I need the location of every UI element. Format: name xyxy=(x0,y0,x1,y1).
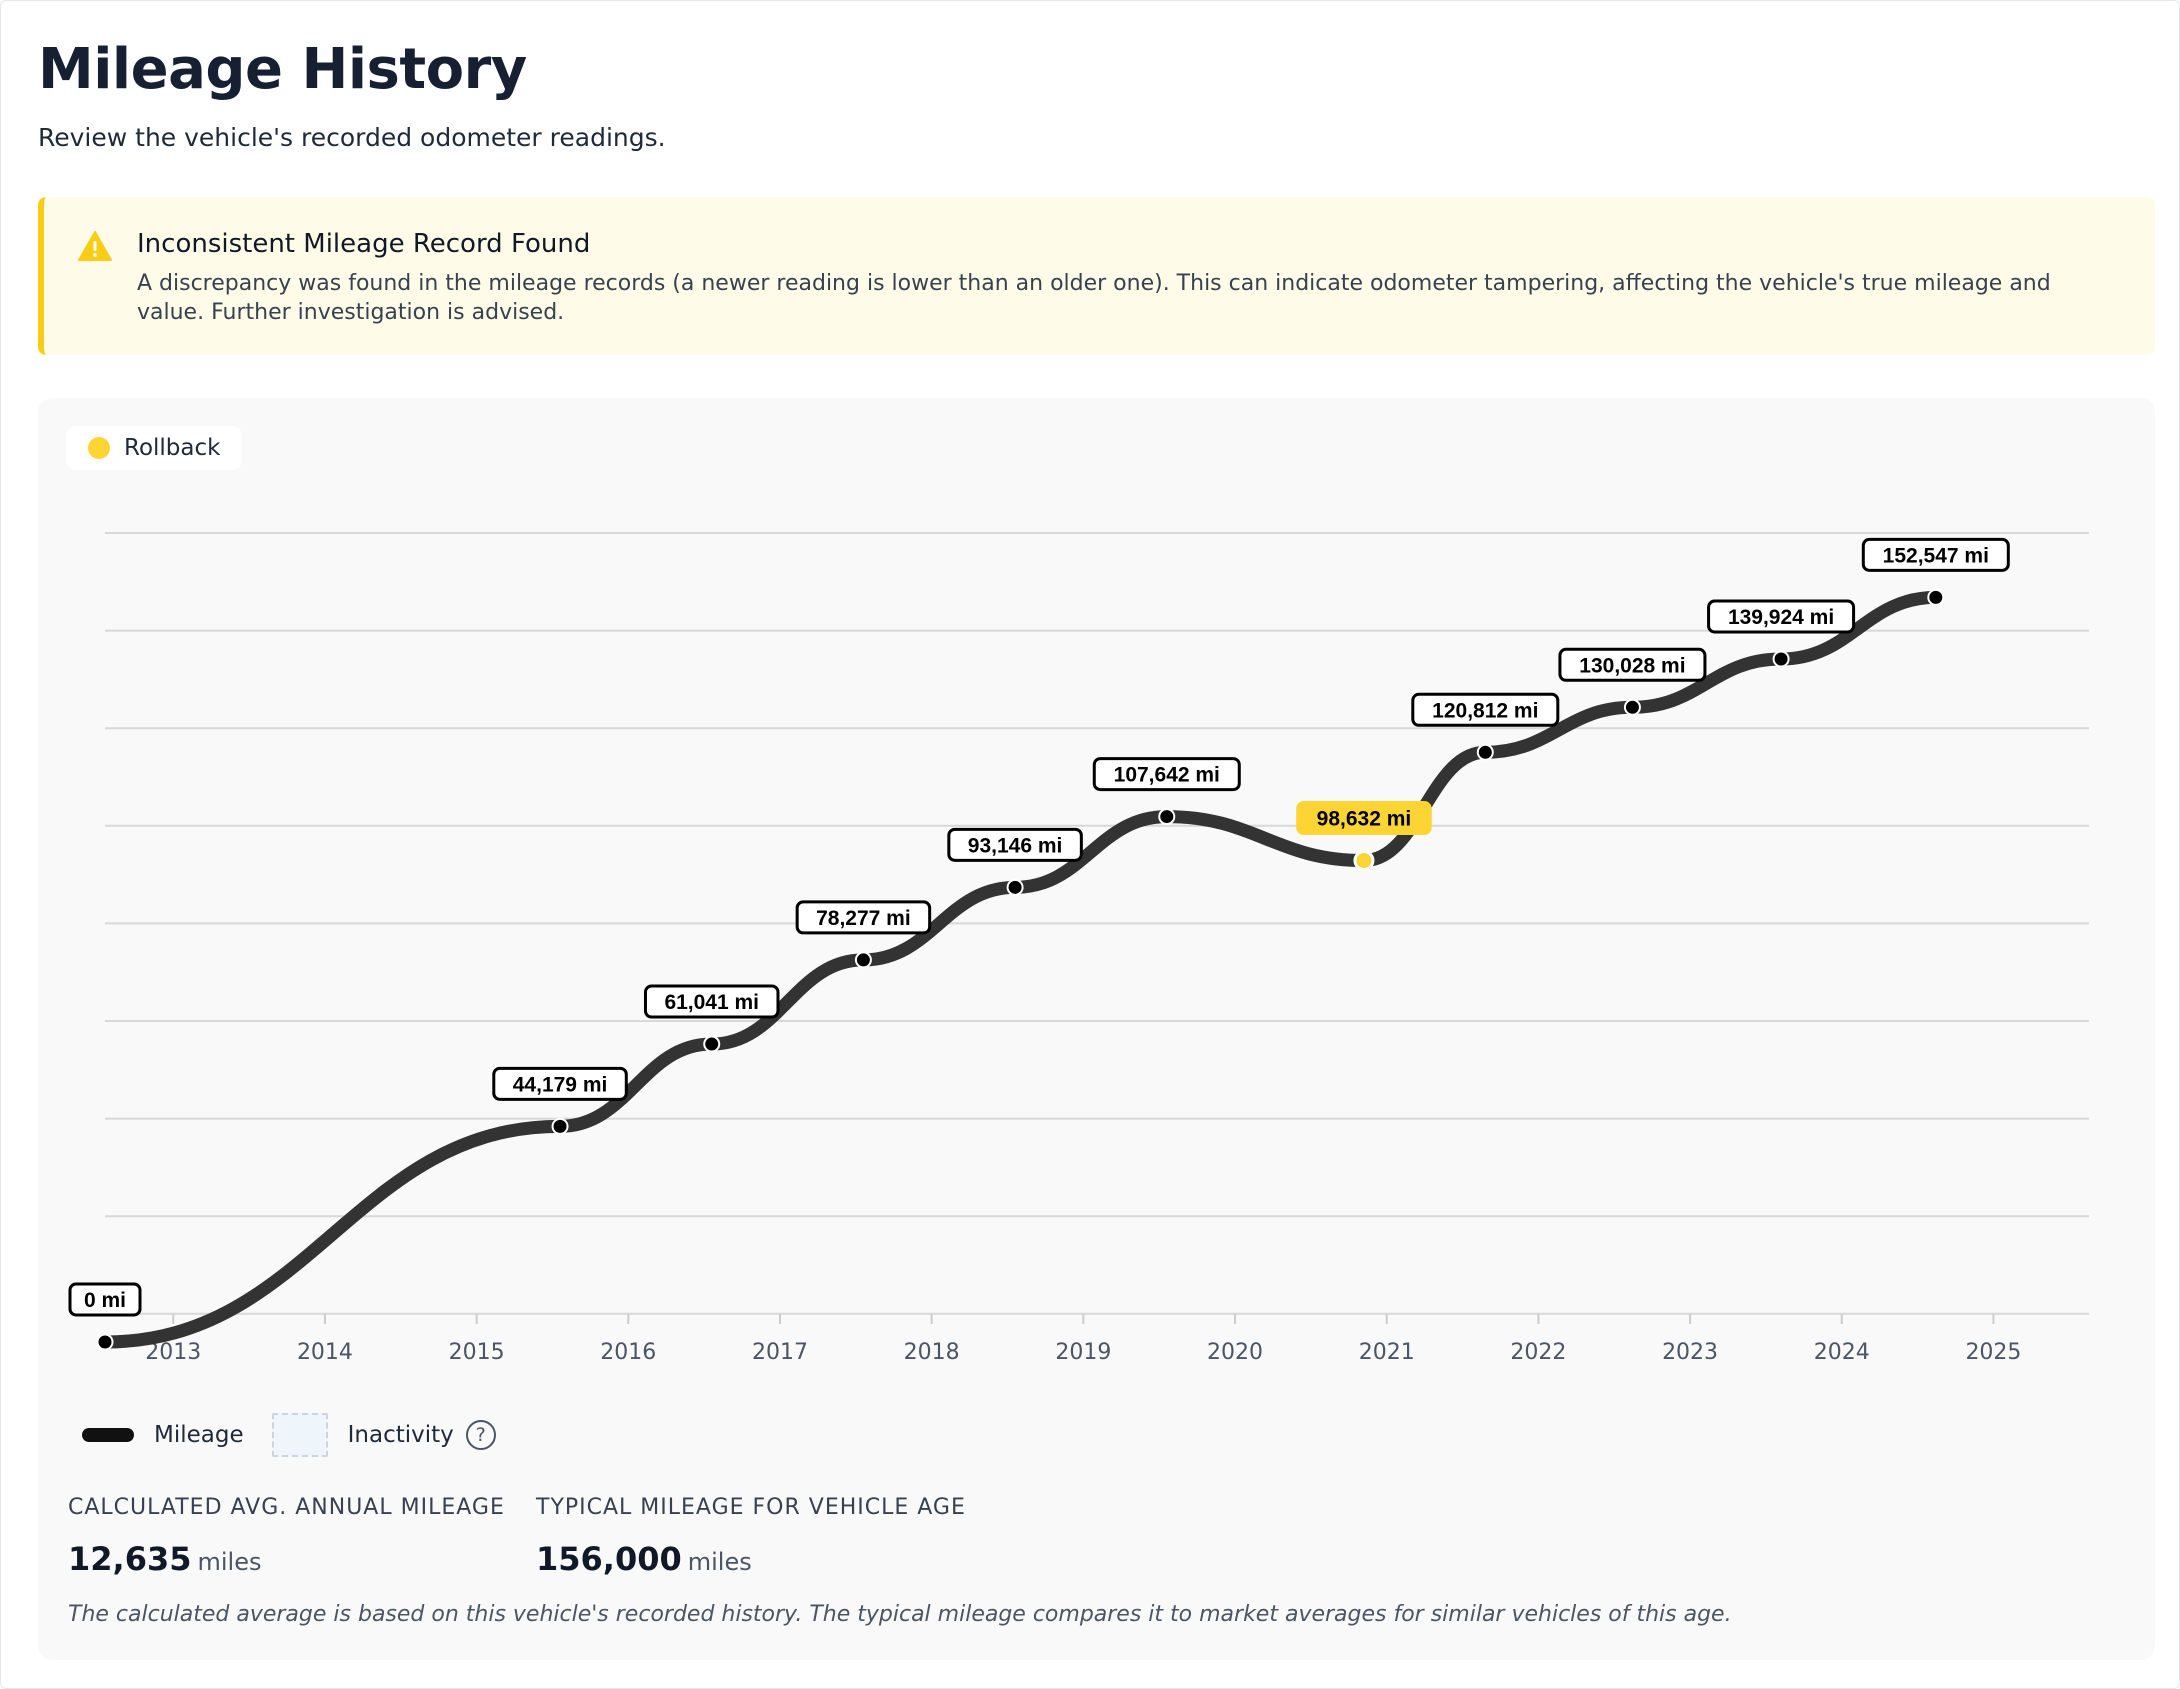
x-tick-label: 2025 xyxy=(1965,1340,2021,1365)
avg-annual-mileage-stat: Calculated Avg. Annual Mileage 12,635 mil… xyxy=(68,1495,505,1578)
warning-icon xyxy=(78,231,112,261)
data-label: 98,632 mi xyxy=(1317,808,1412,831)
inactivity-legend-label: Inactivity xyxy=(347,1422,454,1448)
data-label-box xyxy=(1296,801,1432,836)
x-tick-label: 2023 xyxy=(1662,1340,1718,1365)
x-tick-label: 2024 xyxy=(1814,1340,1870,1365)
mileage-point xyxy=(1623,698,1641,716)
chart-legend: Mileage Inactivity ? xyxy=(82,1413,496,1457)
data-label-box xyxy=(1411,692,1560,727)
data-label: 0 mi xyxy=(84,1289,126,1312)
x-tick-label: 2020 xyxy=(1207,1340,1263,1365)
x-tick-label: 2016 xyxy=(600,1340,656,1365)
chart-footnote: The calculated average is based on this … xyxy=(68,1602,1732,1627)
typical-mileage-unit: miles xyxy=(687,1548,752,1576)
data-label-box xyxy=(947,827,1083,862)
data-label: 120,812 mi xyxy=(1432,699,1538,722)
mileage-point xyxy=(1927,588,1945,606)
question-circle-icon[interactable]: ? xyxy=(465,1420,496,1450)
avg-annual-mileage-unit: miles xyxy=(197,1548,262,1576)
mileage-point xyxy=(1158,808,1176,826)
data-label-box xyxy=(795,900,932,935)
mileage-point xyxy=(854,951,872,969)
mileage-point xyxy=(703,1035,721,1053)
data-label: 44,179 mi xyxy=(513,1073,608,1096)
mileage-chart-card: Rollback 2013 2014 2015 2016 2017 2018 2019 202… xyxy=(38,398,2155,1660)
alert-body: A discrepancy was found in the mileage r… xyxy=(137,271,2051,325)
x-tick-label: 2013 xyxy=(145,1340,201,1365)
alert-title: Inconsistent Mileage Record Found xyxy=(137,229,591,259)
data-label: 130,028 mi xyxy=(1579,654,1685,677)
mileage-series-line xyxy=(98,590,1943,1349)
data-label: 61,041 mi xyxy=(664,991,759,1014)
typical-mileage-label: Typical Mileage for Vehicle Age xyxy=(536,1495,966,1520)
page-subtitle: Review the vehicle's recorded odometer r… xyxy=(38,123,666,152)
typical-mileage-stat: Typical Mileage for Vehicle Age 156,000 m… xyxy=(536,1495,966,1578)
x-tick-label: 2014 xyxy=(297,1340,353,1365)
data-label: 139,924 mi xyxy=(1728,606,1834,629)
x-tick-label: 2021 xyxy=(1359,1340,1415,1365)
rollback-dot-icon xyxy=(88,437,110,459)
data-label-box xyxy=(68,1282,142,1317)
x-tick-label: 2019 xyxy=(1055,1340,1111,1365)
rollback-point xyxy=(1353,850,1375,872)
rollback-badge-label: Rollback xyxy=(124,435,221,461)
mileage-point xyxy=(1006,878,1024,896)
mileage-legend-swatch xyxy=(82,1428,134,1442)
x-tick-label: 2017 xyxy=(752,1340,808,1365)
data-label-box xyxy=(1861,537,2010,572)
data-label-box xyxy=(1707,599,1856,634)
mileage-legend-label: Mileage xyxy=(154,1422,244,1448)
data-label: 93,146 mi xyxy=(968,834,1063,857)
x-tick-label: 2018 xyxy=(904,1340,960,1365)
inconsistent-mileage-alert: Inconsistent Mileage Record Found A disc… xyxy=(38,197,2155,355)
data-label-box xyxy=(1558,647,1707,682)
page-title: Mileage History xyxy=(38,37,527,102)
mileage-point xyxy=(551,1117,569,1135)
data-label-box xyxy=(492,1066,628,1101)
data-label-box xyxy=(1092,757,1241,792)
typical-mileage-value: 156,000 xyxy=(536,1540,682,1578)
avg-annual-mileage-value: 12,635 xyxy=(68,1540,192,1578)
mileage-point xyxy=(1772,650,1790,668)
data-label-box xyxy=(643,984,780,1019)
avg-annual-mileage-label: Calculated Avg. Annual Mileage xyxy=(68,1495,505,1520)
mileage-line-chart: 2013 2014 2015 2016 2017 2018 2019 2020 2021 2022… xyxy=(68,532,2089,1365)
inactivity-legend-swatch xyxy=(271,1413,328,1457)
data-label: 152,547 mi xyxy=(1883,544,1989,567)
rollback-badge: Rollback xyxy=(66,426,243,470)
mileage-point xyxy=(96,1333,114,1351)
mileage-point xyxy=(1476,743,1494,761)
data-label: 78,277 mi xyxy=(816,907,911,930)
x-tick-label: 2015 xyxy=(449,1340,505,1365)
x-tick-label: 2022 xyxy=(1510,1340,1566,1365)
data-label: 107,642 mi xyxy=(1114,764,1220,787)
